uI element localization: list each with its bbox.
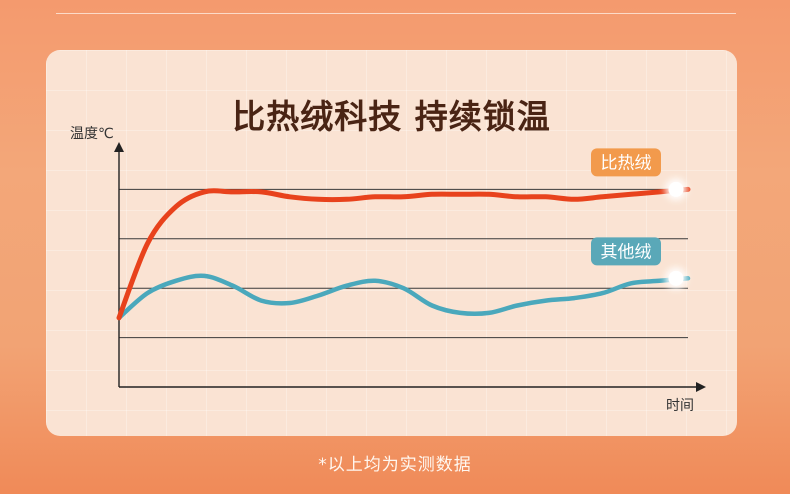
y-axis-arrow [114, 142, 124, 152]
top-divider [56, 13, 736, 14]
end-marker [668, 270, 684, 286]
x-axis-label: 时间 [666, 398, 694, 414]
x-axis-arrow [696, 382, 706, 392]
series-line-other [116, 273, 691, 321]
legend-label-bire: 比热绒 [601, 153, 652, 173]
series-line-bire [116, 186, 691, 321]
chart-card: 比热绒科技 持续锁温 温度℃ 时间 [46, 50, 737, 436]
y-axis-label: 温度℃ [70, 126, 114, 142]
axes [114, 142, 706, 392]
legend-label-other: 其他绒 [601, 242, 652, 262]
series-lines [116, 178, 691, 321]
footer-note: *以上均为实测数据 [318, 455, 472, 475]
legend-pill [591, 148, 661, 177]
chart-title: 比热绒科技 持续锁温 [232, 97, 551, 136]
end-marker [668, 181, 684, 197]
legend-pill [591, 237, 661, 266]
